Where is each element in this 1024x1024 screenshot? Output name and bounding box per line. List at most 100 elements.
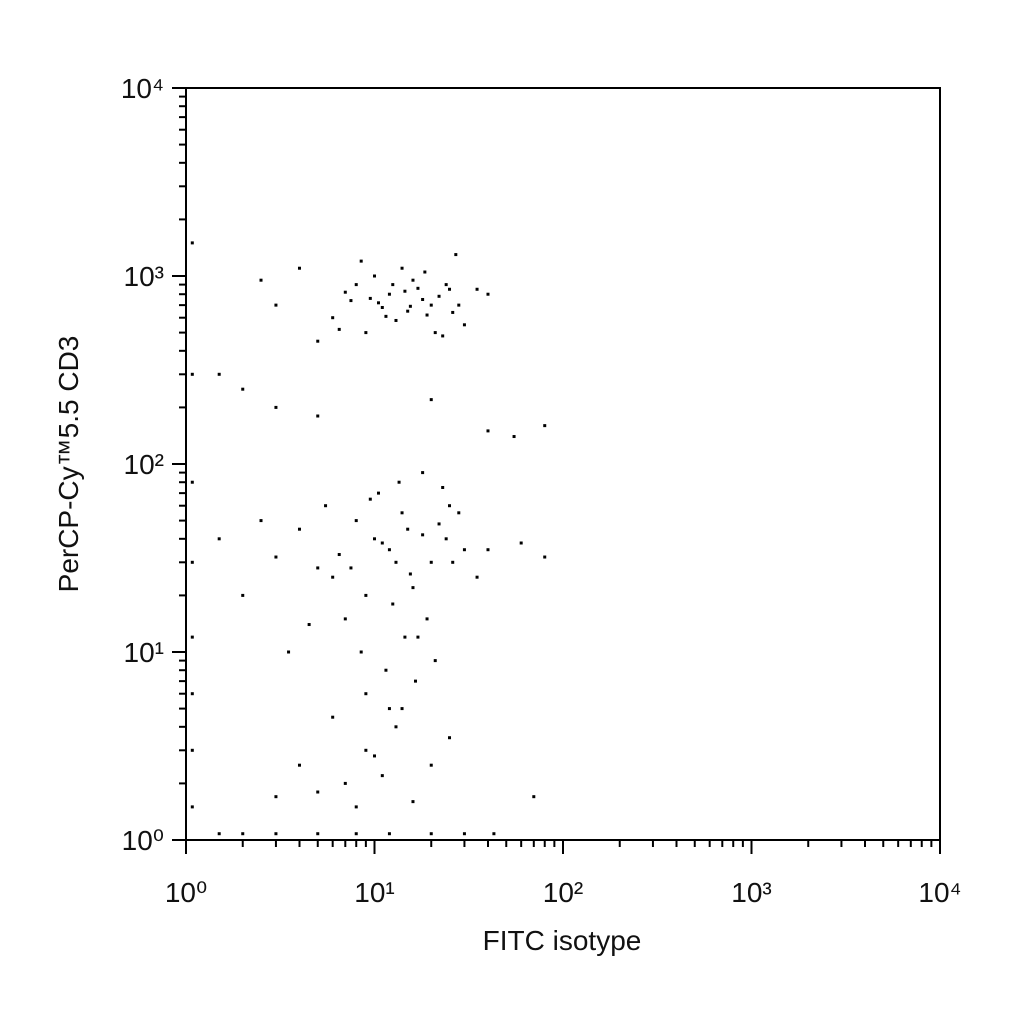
dot: [380, 305, 384, 309]
dot: [349, 299, 353, 303]
dot: [444, 537, 448, 541]
dot: [411, 278, 415, 282]
x-tick-label: 10³: [731, 877, 771, 908]
dot: [394, 560, 398, 564]
dot: [373, 274, 376, 278]
dot: [441, 334, 445, 338]
dot: [387, 707, 391, 711]
x-tick-label: 10⁴: [918, 877, 961, 908]
dot: [486, 292, 490, 296]
x-tick-label: 10²: [543, 877, 583, 908]
dot: [376, 301, 380, 305]
dot: [274, 555, 278, 559]
dot: [364, 593, 368, 597]
dot: [425, 313, 429, 317]
dot: [316, 832, 320, 836]
dot: [359, 650, 363, 654]
dot: [364, 748, 368, 752]
dot: [331, 715, 335, 719]
dot: [354, 832, 358, 836]
dot: [259, 519, 263, 523]
dot: [380, 541, 384, 545]
dot: [421, 471, 425, 475]
x-tick-label: 10¹: [354, 877, 394, 908]
dot: [406, 309, 410, 313]
dot: [331, 575, 335, 579]
dot: [380, 774, 384, 778]
dot: [391, 602, 395, 606]
dot: [543, 555, 547, 559]
dot: [316, 414, 320, 418]
y-axis-label: PerCP-Cy™5.5 CD3: [53, 336, 84, 593]
dot: [287, 650, 291, 654]
dot: [451, 560, 455, 564]
dot: [429, 398, 433, 402]
dot: [394, 318, 398, 322]
dot: [416, 635, 420, 639]
dot: [316, 790, 320, 794]
dot: [462, 548, 466, 552]
dot: [384, 314, 388, 318]
dot: [387, 548, 391, 552]
dot: [274, 405, 278, 409]
y-tick-label: 10¹: [124, 637, 164, 668]
dot: [391, 283, 395, 287]
dot: [324, 504, 328, 508]
dot: [297, 266, 301, 270]
dot: [429, 832, 433, 836]
dot: [444, 283, 448, 287]
dot: [241, 387, 245, 391]
dot: [512, 435, 516, 439]
dot: [394, 725, 398, 729]
dot: [475, 575, 479, 579]
x-axis-label: FITC isotype: [483, 925, 642, 956]
dot: [349, 566, 353, 570]
dot: [274, 795, 278, 799]
dot: [429, 303, 433, 307]
dot: [190, 635, 194, 639]
dot: [331, 316, 335, 320]
dot: [429, 763, 433, 767]
dot: [423, 270, 427, 274]
dot: [376, 491, 380, 495]
dot: [274, 303, 278, 307]
dot: [486, 548, 490, 552]
dot: [387, 292, 391, 296]
dot: [411, 800, 415, 804]
dot: [448, 736, 452, 740]
dot: [343, 781, 347, 785]
dot: [297, 763, 301, 767]
dot: [343, 290, 347, 294]
dot: [400, 511, 404, 515]
dot: [437, 294, 441, 298]
dot: [190, 241, 194, 245]
dot: [274, 832, 278, 836]
dot: [368, 296, 372, 300]
dot: [364, 692, 368, 696]
dot: [454, 253, 458, 257]
dot: [373, 537, 376, 541]
dot: [519, 541, 523, 545]
dot: [384, 668, 388, 672]
dot: [354, 519, 358, 523]
dot: [217, 537, 221, 541]
dot: [359, 259, 363, 263]
y-tick-label: 10³: [124, 261, 164, 292]
dot: [297, 527, 301, 531]
plot-frame: [185, 87, 941, 841]
dot: [190, 805, 194, 809]
dot: [364, 331, 368, 335]
dot: [437, 522, 441, 526]
dot: [462, 323, 466, 327]
dot: [354, 283, 358, 287]
dot: [543, 424, 547, 428]
dot: [421, 297, 425, 301]
dot: [241, 593, 245, 597]
dot: [448, 287, 452, 291]
dot: [475, 287, 479, 291]
dot: [337, 553, 341, 557]
dot: [387, 832, 391, 836]
dot: [316, 339, 320, 343]
dot: [413, 679, 417, 683]
